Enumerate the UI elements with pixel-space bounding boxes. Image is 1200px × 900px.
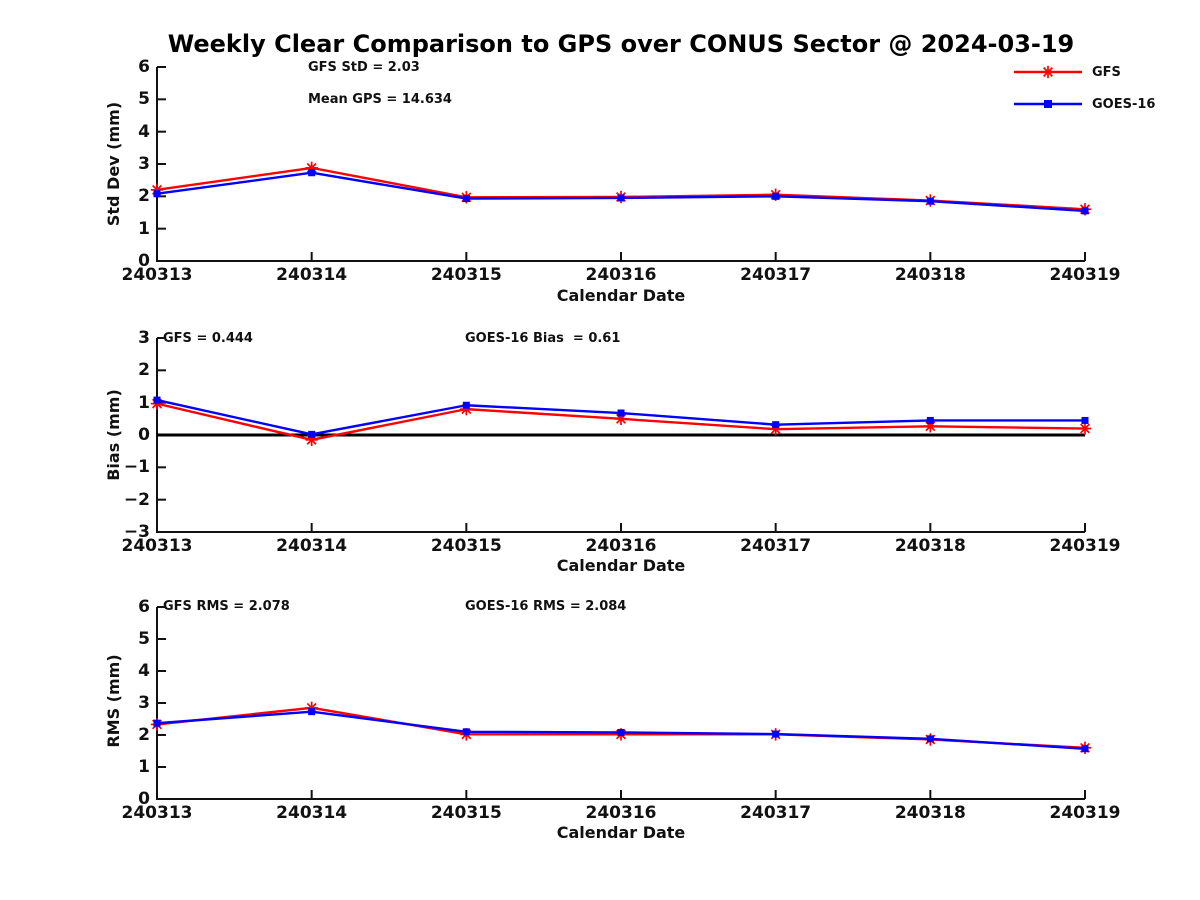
goes-16-marker [772,730,780,738]
y-tick-label: 5 [138,89,150,110]
y-tick-label: 2 [138,725,150,745]
x-tick-label: 240313 [121,536,193,556]
figure-title: Weekly Clear Comparison to GPS over CONU… [167,30,1075,58]
legend-label-goes16: GOES-16 [1092,96,1156,112]
goes-16-marker [926,197,934,205]
y-tick-label: −2 [123,489,150,510]
goes-16-marker [1081,745,1089,753]
x-tick-label: 240318 [894,536,966,556]
goes-16-marker [617,409,625,417]
goes-16-marker [926,735,934,743]
goes-16-marker [308,708,316,716]
x-tick-label: 240313 [121,803,193,823]
goes-16-marker [772,421,780,429]
annotation-mean-gps: Mean GPS = 14.634 [308,92,452,107]
y-tick-label: 4 [138,661,150,681]
goes-16-marker [772,192,780,200]
annotation-gfs-bias: GFS = 0.444 [163,331,253,346]
legend-item-goes16: GOES-16 [1012,95,1155,113]
goes16-line-sample-icon [1014,100,1082,108]
goes-16-marker [617,728,625,736]
goes-16-marker [617,194,625,202]
goes-16-marker [462,195,470,203]
goes-16-marker [926,416,934,424]
y-tick-label: 1 [138,757,150,777]
x-tick-label: 240319 [1049,536,1121,556]
goes-16-marker [153,719,161,727]
y-tick-label: 2 [138,186,150,207]
y-tick-label: 3 [138,154,150,174]
x-axis-label-3: Calendar Date [556,823,686,842]
gfs-line-sample-icon [1014,65,1082,79]
goes-16-marker [462,401,470,409]
x-tick-label: 240313 [121,265,193,285]
y-tick-label: 4 [138,121,150,142]
x-tick-label: 240317 [740,265,812,285]
x-tick-label: 240314 [276,265,348,285]
y-tick-label: 6 [138,57,150,77]
y-tick-label: 1 [138,218,150,239]
y-tick-label: −3 [123,522,150,542]
x-tick-label: 240319 [1049,265,1121,285]
x-tick-label: 240319 [1049,803,1121,823]
annotation-gfs-rms: GFS RMS = 2.078 [163,599,290,614]
x-tick-label: 240317 [740,536,812,556]
x-tick-label: 240315 [430,536,502,556]
legend-label-gfs: GFS [1092,64,1121,80]
y-tick-label: 5 [138,629,150,649]
y-tick-label: 6 [138,597,150,617]
goes-16-marker [153,396,161,404]
y-tick-label: 3 [138,328,150,348]
goes-16-marker [462,728,470,736]
goes-16-marker [1081,207,1089,215]
annotation-goes-bias: GOES-16 Bias = 0.61 [465,331,621,346]
legend-item-gfs: GFS [1012,63,1121,81]
y-tick-label: 3 [138,693,150,713]
x-tick-label: 240318 [894,803,966,823]
axis-spines [156,607,1085,800]
goes-16-marker [1081,416,1089,424]
x-axis-label-2: Calendar Date [556,556,686,575]
x-tick-label: 240315 [430,803,502,823]
x-tick-label: 240316 [585,803,657,823]
x-tick-label: 240314 [276,803,348,823]
goes-16-marker [308,430,316,438]
axis-spines [156,67,1085,262]
y-tick-label: 0 [138,251,150,271]
annotation-gfs-std: GFS StD = 2.03 [308,60,420,75]
x-tick-label: 240315 [430,265,502,285]
x-tick-label: 240317 [740,803,812,823]
x-tick-label: 240314 [276,536,348,556]
x-tick-label: 240318 [894,265,966,285]
y-tick-label: 1 [138,392,150,413]
x-tick-label: 240316 [585,536,657,556]
goes-16-marker [308,169,316,177]
y-tick-label: −1 [123,457,150,478]
y-tick-label: 0 [138,789,150,809]
goes-16-marker [153,190,161,198]
gfs-marker [1078,422,1092,435]
annotation-goes-rms: GOES-16 RMS = 2.084 [465,599,627,614]
x-axis-label-1: Calendar Date [556,286,686,305]
x-tick-label: 240316 [585,265,657,285]
y-tick-label: 0 [138,425,150,445]
y-tick-label: 2 [138,360,150,381]
